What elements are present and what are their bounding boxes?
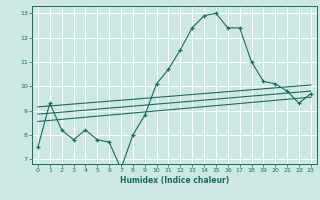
X-axis label: Humidex (Indice chaleur): Humidex (Indice chaleur) <box>120 176 229 185</box>
